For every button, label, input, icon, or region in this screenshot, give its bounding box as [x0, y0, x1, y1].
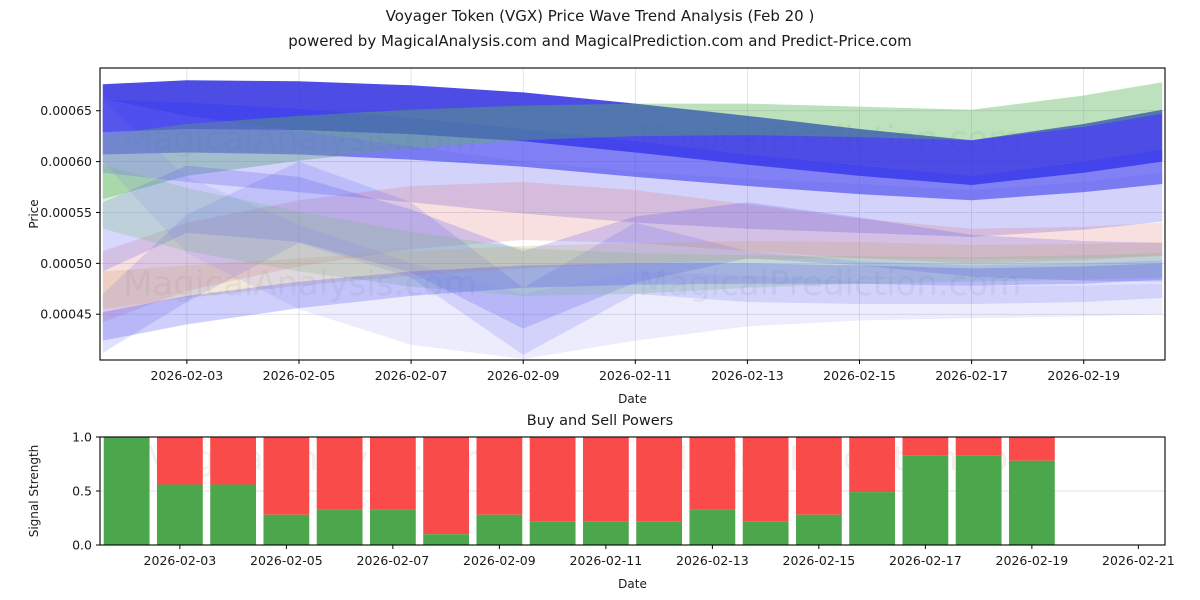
bar-sell-segment: [955, 437, 1002, 456]
bar-sell-segment: [849, 437, 896, 493]
price-xtick-label: 2026-02-15: [823, 368, 896, 383]
bars-xtick-label: 2026-02-17: [889, 553, 962, 568]
bar-sell-segment: [156, 437, 203, 485]
bar-sell-segment: [210, 437, 257, 485]
price-band-band-blue-bottom: [102, 263, 1163, 341]
price-band-band-lavender-vshape: [102, 100, 1163, 359]
bar-sell-segment: [476, 437, 523, 515]
price-band-band-green-upper: [102, 82, 1163, 200]
bar-sell-segment: [742, 437, 789, 522]
figure-subtitle: powered by MagicalAnalysis.com and Magic…: [288, 32, 912, 50]
bar-sell-segment: [689, 437, 736, 510]
bar-buy-segment: [476, 514, 523, 545]
price-band-band-green-lower: [102, 164, 1163, 296]
bars-xtick-label: 2026-02-13: [676, 553, 749, 568]
bar-buy-segment: [689, 509, 736, 545]
price-bands-group: [102, 80, 1163, 359]
bar-buy-segment: [795, 514, 842, 545]
bar-sell-segment: [636, 437, 683, 522]
price-xtick-label: 2026-02-07: [375, 368, 448, 383]
bar-buy-segment: [316, 509, 363, 545]
price-x-axis-label: Date: [618, 392, 647, 406]
price-xtick-label: 2026-02-19: [1047, 368, 1120, 383]
price-xtick-label: 2026-02-17: [935, 368, 1008, 383]
bar-sell-segment: [423, 437, 470, 535]
price-y-axis-label: Price: [27, 199, 41, 228]
bar-buy-segment: [636, 521, 683, 545]
bar-buy-segment: [156, 484, 203, 545]
price-band-band-blue-core-upper: [102, 80, 1163, 185]
bars-xtick-label: 2026-02-09: [463, 553, 536, 568]
bar-sell-segment: [316, 437, 363, 510]
bar-buy-segment: [529, 521, 576, 545]
price-band-band-pink-mid: [102, 181, 1163, 323]
bar-sell-segment: [263, 437, 310, 515]
bars-xtick-label: 2026-02-19: [996, 553, 1069, 568]
bars-xtick-label: 2026-02-07: [357, 553, 430, 568]
bar-buy-segment: [369, 509, 416, 545]
bar-buy-segment: [582, 521, 629, 545]
price-xtick-label: 2026-02-13: [711, 368, 784, 383]
price-band-band-tan-lower: [102, 240, 1163, 310]
bar-sell-segment: [369, 437, 416, 510]
price-ytick-label: 0.00055: [40, 205, 92, 220]
price-ytick-label: 0.00050: [40, 256, 92, 271]
bar-buy-segment: [1008, 460, 1055, 545]
price-axes-frame: [99, 67, 1166, 361]
bar-buy-segment: [902, 455, 949, 545]
bar-sell-segment: [795, 437, 842, 515]
price-xtick-label: 2026-02-05: [263, 368, 336, 383]
bar-buy-segment: [210, 484, 257, 545]
figure-title: Voyager Token (VGX) Price Wave Trend Ana…: [386, 7, 815, 25]
bar-buy-segment: [955, 455, 1002, 545]
bars-y-axis-label: Signal Strength: [27, 445, 41, 538]
price-band-band-blue-mid: [102, 99, 1163, 201]
price-xtick-label: 2026-02-11: [599, 368, 672, 383]
bar-sell-segment: [1008, 437, 1055, 461]
bars-xtick-label: 2026-02-05: [250, 553, 323, 568]
price-xtick-label: 2026-02-09: [487, 368, 560, 383]
bar-buy-segment: [849, 492, 896, 545]
price-ytick-label: 0.00045: [40, 307, 92, 322]
buy-sell-powers-chart: Buy and Sell PowersMagicalAnalysis.comMa…: [27, 413, 1175, 591]
price-band-band-blue-zigzag-a: [102, 165, 1163, 329]
bar-sell-segment: [529, 437, 576, 522]
bar-sell-segment: [902, 437, 949, 456]
bars-ytick-label: 0.0: [72, 538, 92, 553]
bar-buy-segment: [423, 534, 470, 545]
bars-panel-title: Buy and Sell Powers: [527, 413, 673, 429]
bars-xtick-label: 2026-02-15: [783, 553, 856, 568]
bars-x-axis-label: Date: [618, 577, 647, 591]
price-ytick-label: 0.00060: [40, 154, 92, 169]
price-ytick-label: 0.00065: [40, 103, 92, 118]
bar-sell-segment: [582, 437, 629, 522]
bars-ytick-label: 0.5: [72, 484, 92, 499]
bars-xtick-label: 2026-02-11: [570, 553, 643, 568]
bar-buy-segment: [742, 521, 789, 545]
bars-ytick-label: 1.0: [72, 430, 92, 445]
price-band-band-blue-light-wide: [102, 98, 1163, 237]
bars-xtick-label: 2026-02-03: [144, 553, 217, 568]
price-xtick-label: 2026-02-03: [151, 368, 224, 383]
bars-xtick-label: 2026-02-21: [1102, 553, 1175, 568]
bar-buy-segment: [103, 437, 150, 545]
bars-group: [103, 437, 1055, 545]
bar-buy-segment: [263, 514, 310, 545]
price-band-band-blue-zigzag-b: [102, 161, 1163, 355]
price-wave-chart: MagicalAnalysis.comMagicalPrediction.com…: [27, 67, 1166, 406]
